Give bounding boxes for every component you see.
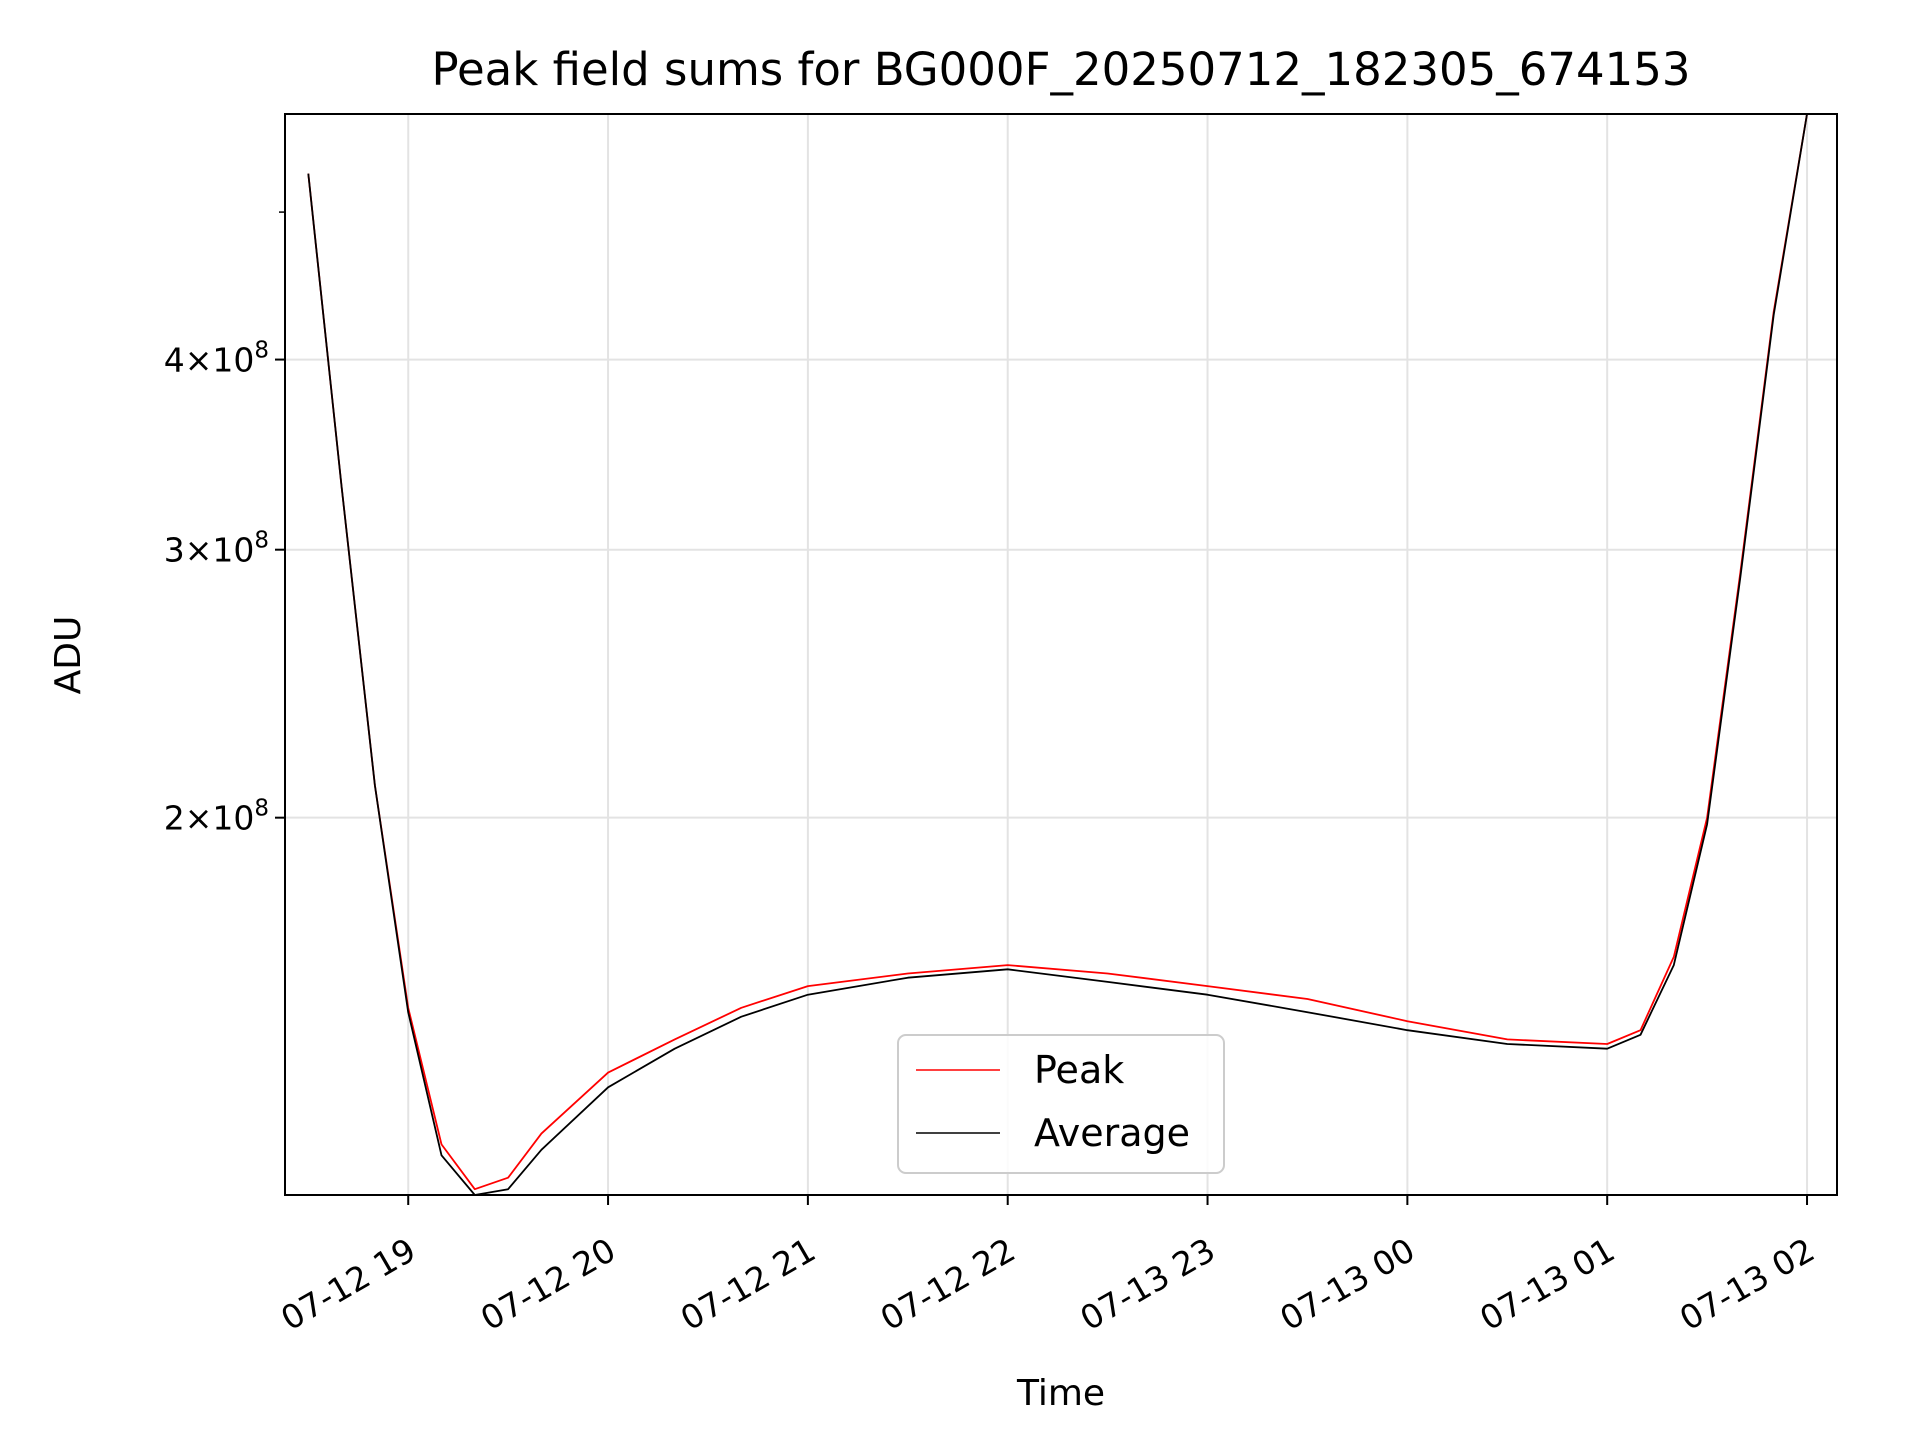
series-line-average	[307, 114, 1808, 1195]
y-tick-label: 2×108	[164, 796, 269, 838]
y-axis-ticks: 2×108 3×108 4×108	[164, 211, 285, 838]
legend-label-average: Average	[1034, 1111, 1190, 1155]
legend: Peak Average	[897, 1034, 1225, 1174]
y-tick-label: 4×108	[164, 338, 269, 380]
series-lines	[307, 114, 1808, 1195]
chart-title: Peak field sums for BG000F_20250712_1823…	[431, 43, 1690, 96]
gridlines	[285, 114, 1837, 1195]
y-tick-label: 3×108	[164, 528, 269, 570]
series-line-peak	[307, 114, 1808, 1191]
plot-frame	[284, 113, 1838, 1196]
y-axis-label: ADU	[48, 616, 89, 695]
x-axis-label: Time	[1016, 1373, 1105, 1414]
legend-label-peak: Peak	[1034, 1048, 1124, 1092]
